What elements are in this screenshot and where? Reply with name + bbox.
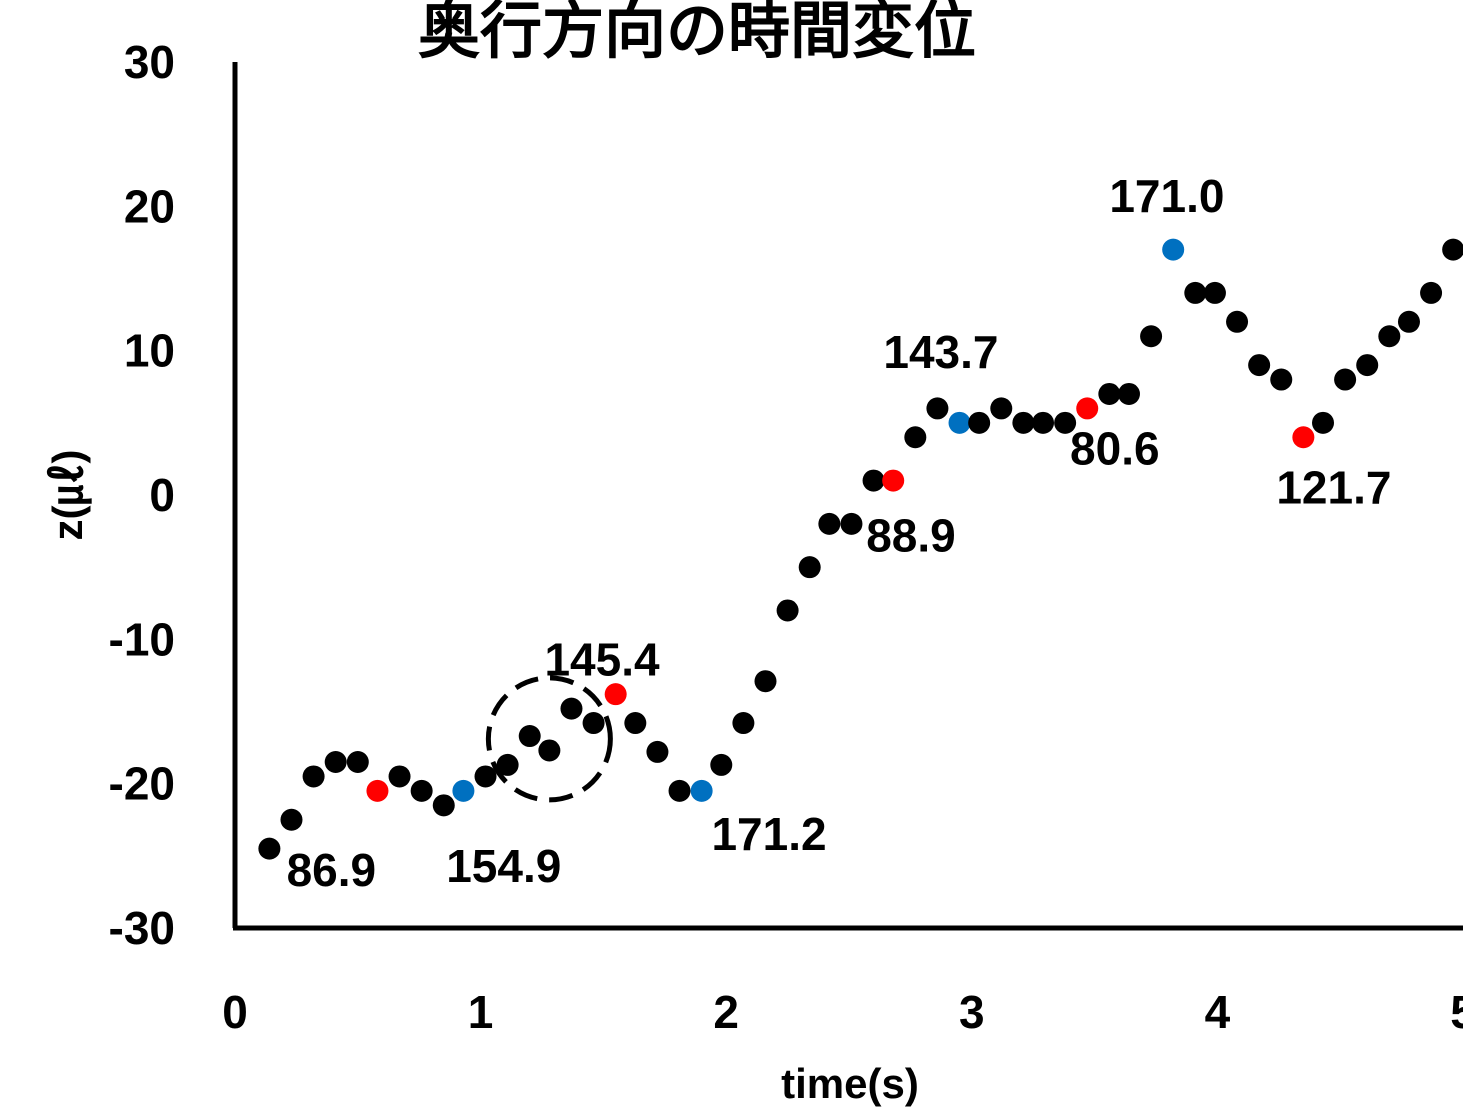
red-point (882, 469, 905, 492)
y-tick-label: 30 (124, 36, 175, 88)
data-point (582, 712, 605, 735)
red-point (604, 683, 627, 706)
data-point (1334, 368, 1357, 391)
x-tick-label: 5 (1450, 986, 1463, 1038)
x-tick-label: 0 (222, 986, 248, 1038)
data-point (1356, 354, 1379, 377)
data-point (776, 599, 799, 622)
x-tick-label: 2 (713, 986, 739, 1038)
data-point (1012, 411, 1035, 434)
data-point (432, 794, 455, 817)
data-point (1420, 281, 1443, 304)
y-tick-label: -30 (109, 902, 175, 954)
value-annotation: 154.9 (446, 840, 561, 892)
data-point (818, 512, 841, 535)
x-axis-label: time(s) (781, 1060, 919, 1107)
x-tick-labels: 0 1 2 3 4 5 (222, 986, 1463, 1038)
data-point (410, 779, 433, 802)
highlight-dashed-circle (485, 675, 613, 803)
data-point (1203, 281, 1226, 304)
y-axis-label: z(㎕) (44, 450, 92, 541)
value-annotation: 80.6 (1070, 423, 1160, 475)
data-point (732, 712, 755, 735)
data-points (258, 238, 1463, 860)
y-tick-label: -10 (109, 613, 175, 665)
y-tick-labels: -30 -20 -10 0 10 20 30 (109, 36, 175, 954)
data-point (1270, 368, 1293, 391)
y-tick-label: 10 (124, 325, 175, 377)
value-annotation: 143.7 (883, 326, 998, 378)
x-tick-label: 3 (959, 986, 985, 1038)
data-point (1442, 238, 1463, 261)
data-point (1248, 354, 1271, 377)
value-annotation: 121.7 (1276, 462, 1391, 514)
data-point (346, 751, 369, 774)
data-point (904, 426, 927, 449)
data-point (324, 751, 347, 774)
data-point (1098, 382, 1121, 405)
data-point (1140, 325, 1163, 348)
data-point (1032, 411, 1055, 434)
blue-point (948, 411, 971, 434)
chart-title: 奥行方向の時間変位 (418, 0, 976, 66)
data-point (926, 397, 949, 420)
red-point (1292, 426, 1315, 449)
data-point (798, 556, 821, 579)
data-point (862, 469, 885, 492)
data-point (1117, 382, 1140, 405)
data-point (710, 753, 733, 776)
data-point (388, 765, 411, 788)
blue-point (1162, 238, 1185, 261)
value-annotation: 86.9 (287, 844, 377, 896)
data-point (474, 765, 497, 788)
data-point (840, 512, 863, 535)
data-point (1378, 325, 1401, 348)
data-point (560, 697, 583, 720)
y-tick-label: 20 (124, 180, 175, 232)
red-point (1076, 397, 1099, 420)
data-point (302, 765, 325, 788)
data-point (646, 740, 669, 763)
data-annotations: 86.9 154.9 145.4 171.2 88.9 143.7 80.6 171.0 121… (287, 170, 1392, 896)
data-point (1397, 310, 1420, 333)
data-point (754, 670, 777, 693)
y-tick-label: 0 (149, 469, 175, 521)
value-annotation: 171.0 (1109, 170, 1224, 222)
x-tick-label: 1 (468, 986, 494, 1038)
red-point (366, 779, 389, 802)
data-point (1226, 310, 1249, 333)
data-point (496, 753, 519, 776)
data-point (538, 739, 561, 762)
data-point (668, 779, 691, 802)
data-point (624, 712, 647, 735)
data-point (1312, 411, 1335, 434)
value-annotation: 171.2 (711, 808, 826, 860)
value-annotation: 145.4 (544, 633, 660, 685)
x-tick-label: 4 (1205, 986, 1231, 1038)
data-point (968, 411, 991, 434)
y-tick-label: -20 (109, 758, 175, 810)
blue-point (690, 779, 713, 802)
data-point (1184, 281, 1207, 304)
blue-point (452, 779, 475, 802)
data-point (280, 808, 303, 831)
data-point (258, 837, 281, 860)
data-point (518, 725, 541, 748)
value-annotation: 88.9 (866, 509, 956, 561)
data-point (1054, 411, 1077, 434)
data-point (990, 397, 1013, 420)
